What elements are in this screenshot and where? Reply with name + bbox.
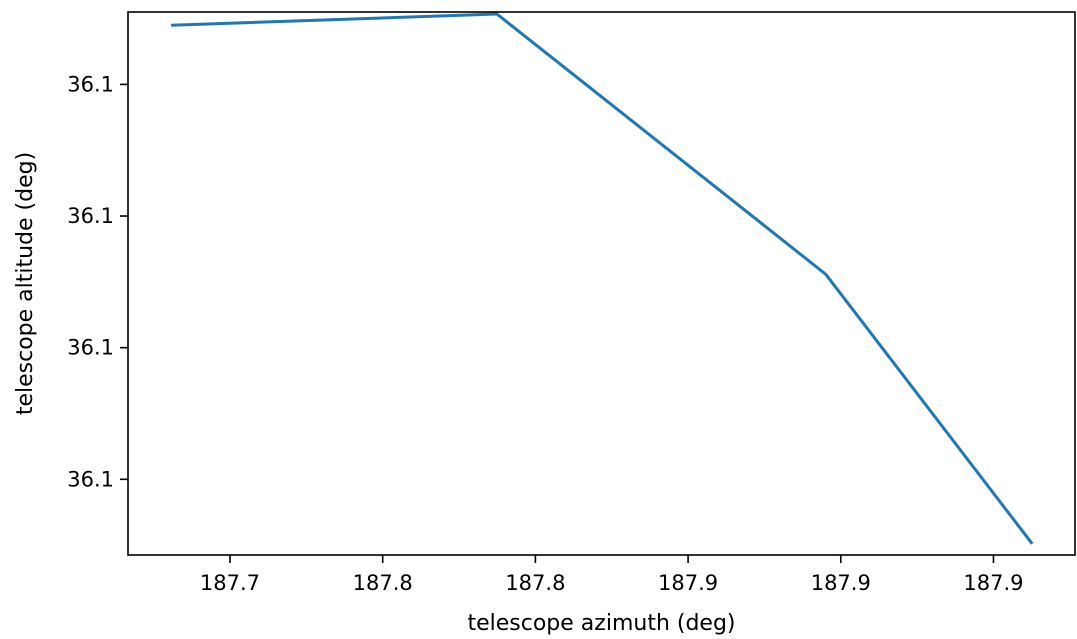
- x-tick-label: 187.7: [200, 571, 260, 595]
- plot-frame: [127, 11, 1076, 556]
- y-tick-label: 36.1: [67, 204, 114, 228]
- y-tick-label: 36.1: [67, 336, 114, 360]
- series-layer: [171, 12, 1034, 545]
- y-tick-label: 36.1: [67, 467, 114, 491]
- x-tick-label: 187.8: [505, 571, 565, 595]
- x-axis-label: telescope azimuth (deg): [467, 611, 735, 636]
- y-axis-ticks: 36.136.136.136.136.1: [67, 72, 128, 491]
- series-line: [171, 12, 1034, 545]
- x-tick-label: 187.9: [811, 571, 871, 595]
- y-axis-label: telescope altitude (deg): [13, 152, 38, 415]
- x-tick-label: 187.9: [658, 571, 718, 595]
- x-axis-ticks: 187.7 187.8 187.8 187.9 187.9 187.9: [200, 555, 1024, 595]
- x-tick-label: 187.9: [963, 571, 1023, 595]
- x-tick-label: 187.8: [353, 571, 413, 595]
- y-tick-label: 36.1: [67, 72, 114, 96]
